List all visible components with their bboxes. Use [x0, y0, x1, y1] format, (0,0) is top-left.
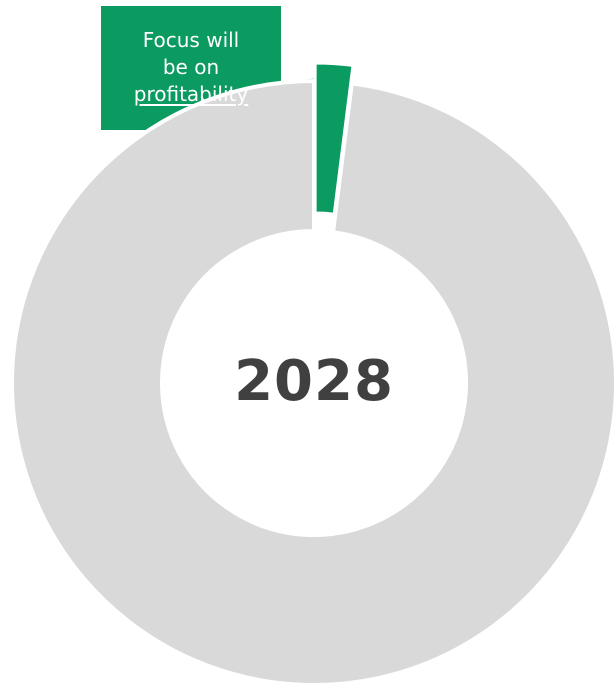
callout-line-1: Focus will: [142, 27, 240, 52]
donut-slice-remainder: [10, 78, 614, 687]
slice-callout-label: Focus will be on profitability: [101, 6, 281, 130]
center-year-label: 2028: [234, 348, 394, 414]
callout-line-3: profitability: [133, 81, 249, 106]
callout-line-2: be on: [162, 54, 220, 79]
